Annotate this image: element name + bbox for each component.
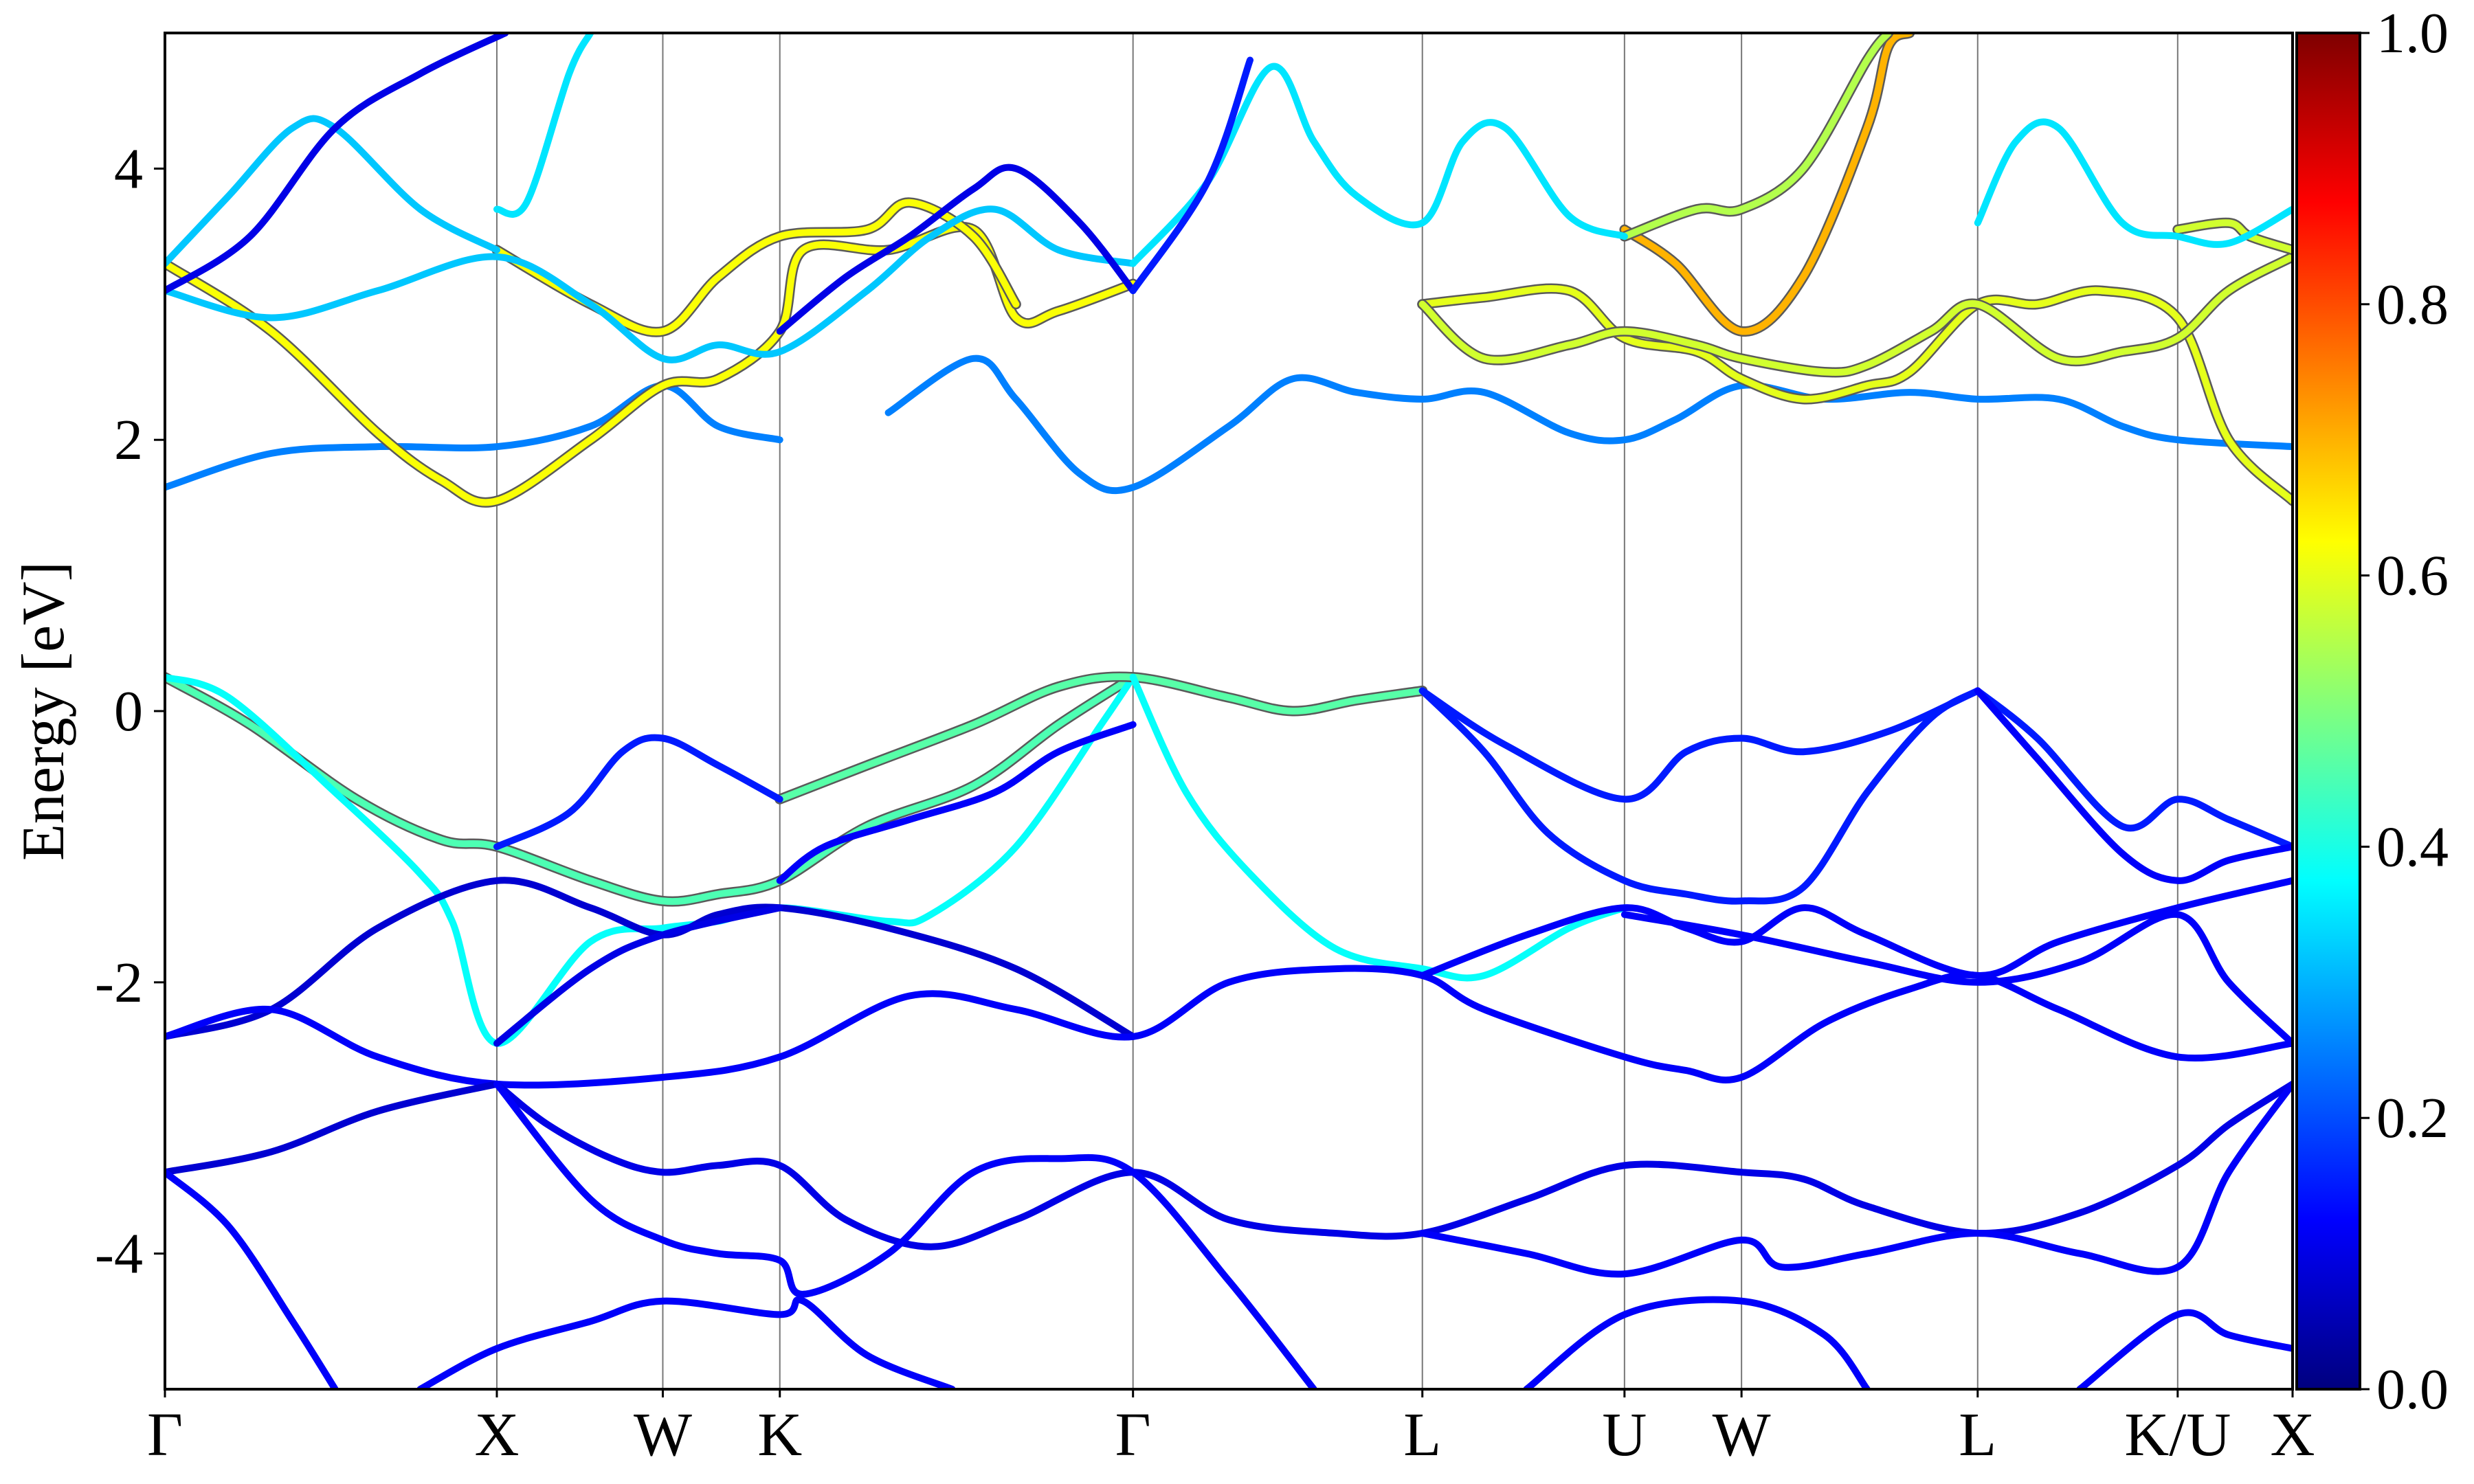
- band-curve: [1418, 1080, 2293, 1278]
- colorbar-tick-label: 1.0: [2376, 1, 2449, 65]
- kpoint-label: X: [474, 1401, 519, 1469]
- band-curve: [165, 1169, 339, 1389]
- kpoint-label: K/U: [2124, 1401, 2231, 1469]
- band-curve: [1974, 118, 2293, 248]
- y-tick-label: -2: [95, 951, 143, 1015]
- band-curve: [165, 33, 509, 295]
- band-curve: [1620, 910, 2293, 1047]
- band-curve: [1418, 253, 2293, 376]
- band-curve: [493, 33, 594, 218]
- band-curve: [884, 355, 2293, 495]
- kpoint-label: U: [1602, 1401, 1647, 1469]
- kpoint-label: W: [634, 1401, 692, 1469]
- band-curve: [165, 1080, 500, 1176]
- band-curve: [2174, 219, 2293, 254]
- band-curve: [1620, 33, 1913, 335]
- band-curve: [1418, 284, 2293, 504]
- band-curve: [1129, 673, 1628, 982]
- band-curve: [165, 382, 783, 491]
- band-curve: [1974, 687, 2293, 884]
- band-curve: [776, 721, 1137, 884]
- band-curve: [1418, 877, 2293, 979]
- band-curve: [1418, 687, 1981, 905]
- band-curves: [165, 33, 2293, 1389]
- colorbar-tick-label: 0.4: [2376, 815, 2449, 879]
- y-axis-label: Energy [eV]: [10, 561, 77, 861]
- band-curve: [776, 673, 1426, 803]
- band-curve: [493, 904, 783, 1047]
- band-curve: [1418, 687, 1981, 803]
- plot-frame: [164, 32, 2294, 1391]
- y-tick-label: 2: [114, 408, 143, 472]
- kpoint-label: K: [757, 1401, 802, 1469]
- colorbar-tick-label: 0.6: [2376, 544, 2449, 608]
- colorbar-tick-label: 0.2: [2376, 1086, 2449, 1150]
- y-tick-label: -4: [95, 1222, 143, 1286]
- band-curve: [776, 164, 1137, 335]
- band-curve: [1523, 1296, 1871, 1389]
- band-curve: [165, 115, 500, 267]
- band-curve: [416, 1296, 956, 1389]
- band-curve: [1974, 687, 2293, 851]
- band-curve: [1129, 56, 1253, 295]
- band-curve: [493, 199, 1020, 336]
- band-curve-outline: [1619, 33, 1915, 337]
- colorbar-gradient: [2295, 32, 2361, 1391]
- colorbar-tick-label: 0.0: [2376, 1358, 2449, 1421]
- band-curve: [493, 734, 783, 851]
- kpoint-label: W: [1713, 1401, 1771, 1469]
- band-curve: [1620, 33, 1892, 240]
- band-curve-outline: [491, 197, 1021, 337]
- band-curve: [1129, 63, 1628, 267]
- band-curve: [493, 1080, 2293, 1250]
- band-curve: [165, 673, 1137, 1047]
- x-axis-kpoints: Γ X W K Γ L U W L K/U X: [147, 1389, 2315, 1469]
- kpoint-label: L: [1403, 1401, 1441, 1469]
- kpoint-label: X: [2271, 1401, 2315, 1469]
- y-tick-label: 4: [114, 137, 143, 201]
- y-tick-label: 0: [114, 679, 143, 743]
- band-curve: [2076, 1309, 2293, 1389]
- band-curve-outline: [165, 672, 1139, 907]
- kpoint-label: Γ: [147, 1401, 183, 1469]
- y-axis-ticks: 4 2 0 -2 -4: [95, 137, 165, 1286]
- colorbar-tick-label: 0.8: [2376, 273, 2449, 337]
- band-curve: [493, 1080, 1317, 1389]
- kpoint-label: Γ: [1115, 1401, 1151, 1469]
- high-symmetry-lines: [495, 33, 2178, 1389]
- kpoint-label: L: [1959, 1401, 1996, 1469]
- band-curve: [165, 673, 1137, 906]
- band-curve-outline: [1417, 251, 2293, 378]
- band-curve: [165, 205, 1137, 363]
- colorbar: 1.0 0.8 0.6 0.4 0.2 0.0: [2295, 1, 2449, 1421]
